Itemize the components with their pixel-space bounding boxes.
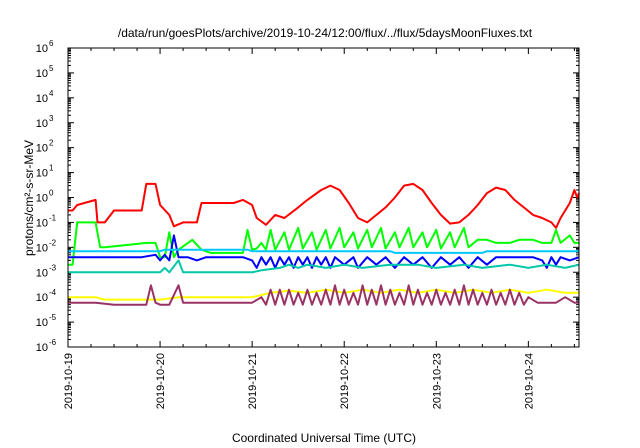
series-line: [68, 221, 579, 266]
y-tick-exponent: 5: [49, 64, 54, 73]
y-tick-label: 10: [36, 43, 48, 55]
y-tick-label: 10: [36, 292, 48, 304]
y-tick-exponent: 0: [49, 189, 54, 198]
y-tick-label: 10: [36, 242, 48, 254]
x-axis: 2019-10-19 2019-10-20 2019-10-21 2019-10-22…: [63, 48, 575, 409]
plot-frame: [67, 47, 580, 348]
y-tick-exponent: -6: [49, 338, 57, 347]
y-tick-exponent: 1: [49, 164, 54, 173]
series-line: [68, 182, 580, 229]
y-tick-exponent: -4: [49, 288, 57, 297]
y-tick-label: 10: [36, 193, 48, 205]
y-tick-exponent: 3: [49, 114, 54, 123]
x-axis-title: Coordinated Universal Time (UTC): [232, 431, 416, 445]
x-tick-label: 2019-10-20: [155, 353, 167, 409]
y-tick-exponent: -1: [49, 213, 57, 222]
x-tick-label: 2019-10-21: [247, 353, 259, 409]
y-tick-label: 10: [36, 143, 48, 155]
y-axis: 10 -610 -510 -410 -310 -210 -110 010 110 210 310 41…: [36, 39, 579, 354]
series-line: [68, 284, 579, 306]
x-tick-label: 2019-10-23: [431, 353, 443, 409]
x-tick-label: 2019-10-24: [523, 353, 535, 409]
y-tick-label: 10: [36, 68, 48, 80]
series-line: [68, 248, 579, 254]
y-tick-exponent: -5: [49, 313, 57, 322]
y-tick-label: 10: [36, 267, 48, 279]
y-axis-title: protons/cm²-s-sr-MeV: [22, 140, 36, 256]
y-tick-label: 10: [36, 317, 48, 329]
y-tick-exponent: -2: [49, 238, 57, 247]
y-tick-exponent: 2: [49, 139, 54, 148]
x-tick-label: 2019-10-22: [339, 353, 351, 409]
x-tick-label: 2019-10-19: [63, 353, 75, 409]
y-tick-label: 10: [36, 217, 48, 229]
series-line: [68, 259, 580, 274]
y-tick-exponent: 6: [49, 39, 54, 48]
chart-title: /data/run/goesPlots/archive/2019-10-24/1…: [118, 26, 533, 40]
y-tick-label: 10: [36, 168, 48, 180]
y-tick-label: 10: [36, 342, 48, 354]
series-group: [68, 182, 580, 306]
y-tick-label: 10: [36, 118, 48, 130]
y-tick-exponent: -3: [49, 263, 57, 272]
y-tick-exponent: 4: [49, 89, 54, 98]
y-tick-label: 10: [36, 93, 48, 105]
